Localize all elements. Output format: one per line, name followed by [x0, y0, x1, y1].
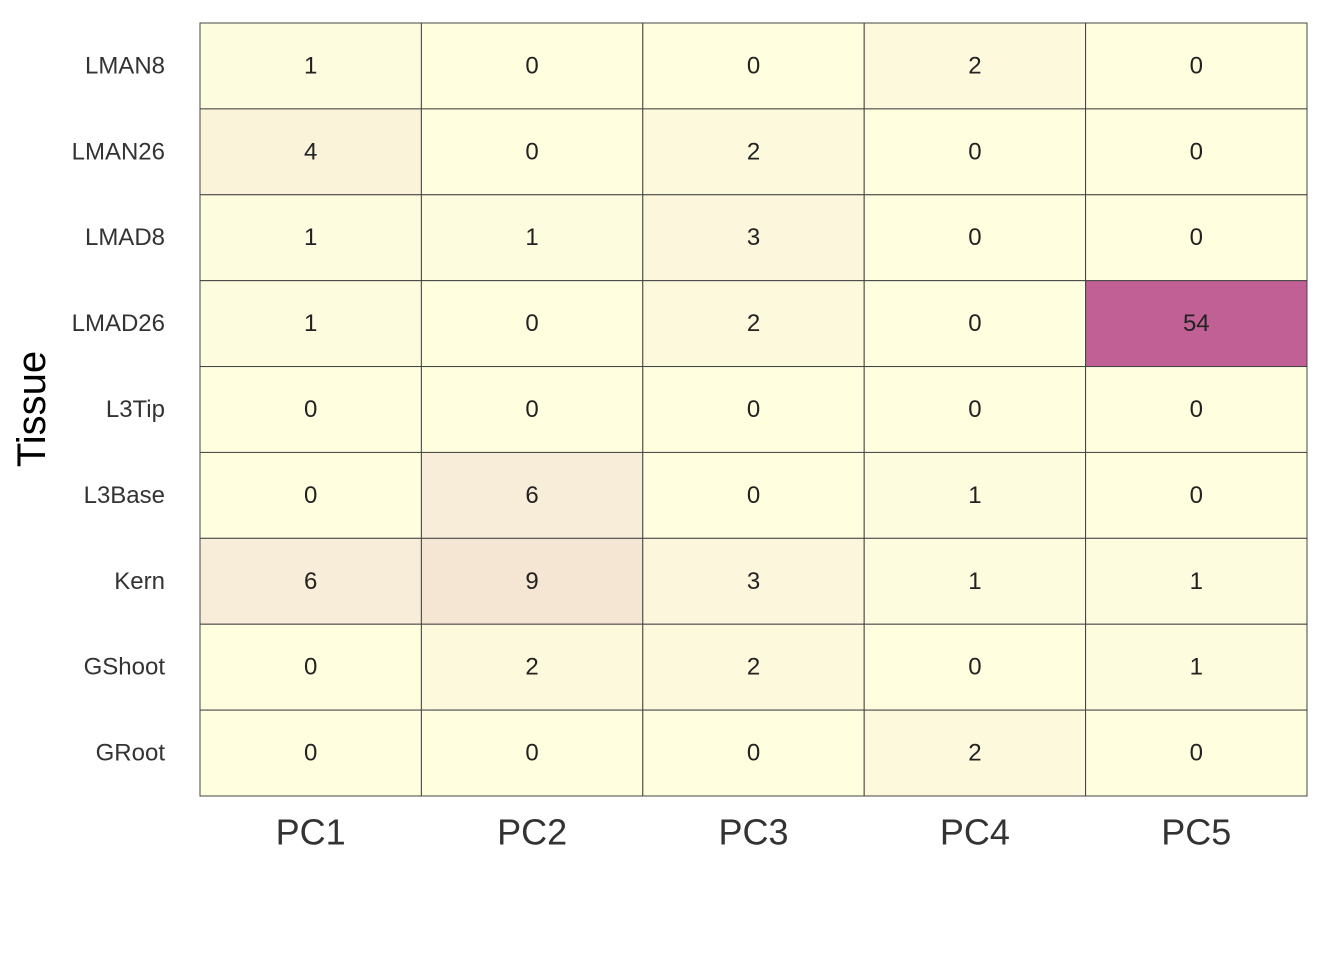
- cell-label: 0: [1190, 396, 1203, 423]
- cell-label: 0: [747, 482, 760, 509]
- heatmap-cell: [420, 366, 644, 453]
- cell-label: 2: [525, 654, 538, 681]
- cell-label: 2: [747, 310, 760, 337]
- heatmap-cell: [642, 623, 865, 711]
- heatmap-cell: [1085, 22, 1308, 110]
- row-label: LMAD8: [85, 224, 165, 251]
- cell-label: 1: [968, 482, 981, 509]
- row-label: LMAN8: [85, 52, 165, 79]
- heatmap-cell: [1085, 623, 1308, 711]
- heatmap-cell: [642, 22, 865, 110]
- column-label: PC2: [497, 812, 567, 853]
- row-label: LMAD26: [72, 310, 165, 337]
- row-label: Kern: [114, 568, 165, 595]
- y-axis-title: Tissue: [10, 351, 54, 467]
- column-label: PC1: [276, 812, 346, 853]
- column-label: PC3: [718, 812, 788, 853]
- cell-label: 1: [1190, 654, 1203, 681]
- heatmap-cell: [199, 280, 422, 368]
- cell-label: 1: [968, 568, 981, 595]
- cell-label: 0: [304, 396, 317, 423]
- heatmap-cell: [420, 709, 644, 797]
- heatmap-cell: [642, 451, 865, 539]
- heatmap-cell: [420, 451, 644, 539]
- cell-label: 0: [1190, 224, 1203, 251]
- cell-label: 2: [747, 138, 760, 165]
- cell-label: 6: [525, 482, 538, 509]
- heatmap-cell: [863, 280, 1087, 368]
- cell-label: 0: [1190, 138, 1203, 165]
- cell-label: 1: [304, 310, 317, 337]
- cell-label: 3: [747, 224, 760, 251]
- heatmap-cell: [199, 108, 422, 196]
- cell-label: 2: [968, 740, 981, 767]
- heatmap-cell: [1085, 280, 1308, 368]
- heatmap-cell: [863, 194, 1087, 282]
- heatmap-cell: [420, 280, 644, 368]
- cell-label: 9: [525, 568, 538, 595]
- row-label: L3Tip: [106, 396, 165, 423]
- heatmap-cell: [199, 709, 422, 797]
- heatmap-cell: [642, 280, 865, 368]
- cell-label: 0: [525, 740, 538, 767]
- cell-label: 0: [525, 310, 538, 337]
- cell-label: 1: [1190, 568, 1203, 595]
- cell-label: 6: [304, 568, 317, 595]
- cell-label: 1: [304, 224, 317, 251]
- heatmap-cell: [1085, 709, 1308, 797]
- cell-label: 0: [525, 52, 538, 79]
- row-label: L3Base: [84, 482, 165, 509]
- cell-label: 1: [525, 224, 538, 251]
- cell-label: 0: [747, 740, 760, 767]
- heatmap-cell: [1085, 537, 1308, 625]
- heatmap-cell: [1085, 108, 1308, 196]
- heatmap-cell: [199, 366, 422, 453]
- row-label: GShoot: [84, 654, 166, 681]
- cell-label: 0: [525, 396, 538, 423]
- cell-label: 0: [1190, 52, 1203, 79]
- heatmap-cell: [199, 22, 422, 110]
- cell-label: 1: [304, 52, 317, 79]
- heatmap-cell: [863, 623, 1087, 711]
- heatmap-cell: [642, 194, 865, 282]
- row-label: GRoot: [96, 740, 166, 767]
- cell-label: 54: [1183, 310, 1210, 337]
- heatmap-cell: [420, 22, 644, 110]
- cell-label: 2: [968, 52, 981, 79]
- heatmap-cell: [420, 194, 644, 282]
- heatmap-cell: [642, 366, 865, 453]
- heatmap-cell: [420, 623, 644, 711]
- cell-label: 0: [968, 138, 981, 165]
- cell-label: 0: [1190, 482, 1203, 509]
- heatmap-cell: [1085, 451, 1308, 539]
- cell-label: 0: [747, 52, 760, 79]
- cell-label: 0: [304, 740, 317, 767]
- cell-label: 0: [968, 310, 981, 337]
- heatmap-cell: [863, 22, 1087, 110]
- cell-label: 0: [968, 396, 981, 423]
- cell-label: 2: [747, 654, 760, 681]
- heatmap-cell: [1085, 366, 1308, 453]
- heatmap-cell: [199, 537, 422, 625]
- heatmap-cell: [199, 623, 422, 711]
- cell-label: 0: [747, 396, 760, 423]
- column-label: PC5: [1161, 812, 1231, 853]
- cell-label: 0: [304, 482, 317, 509]
- cell-label: 3: [747, 568, 760, 595]
- row-label: LMAN26: [72, 138, 165, 165]
- cell-label: 0: [1190, 740, 1203, 767]
- cell-label: 0: [304, 654, 317, 681]
- cell-label: 0: [968, 654, 981, 681]
- cell-label: 0: [968, 224, 981, 251]
- heatmap-cell: [863, 451, 1087, 539]
- cell-label: 4: [304, 138, 317, 165]
- heatmap-cell: [642, 108, 865, 196]
- cell-label: 0: [525, 138, 538, 165]
- heatmap-cell: [1085, 194, 1308, 282]
- column-label: PC4: [940, 812, 1010, 853]
- heatmap-cell: [642, 709, 865, 797]
